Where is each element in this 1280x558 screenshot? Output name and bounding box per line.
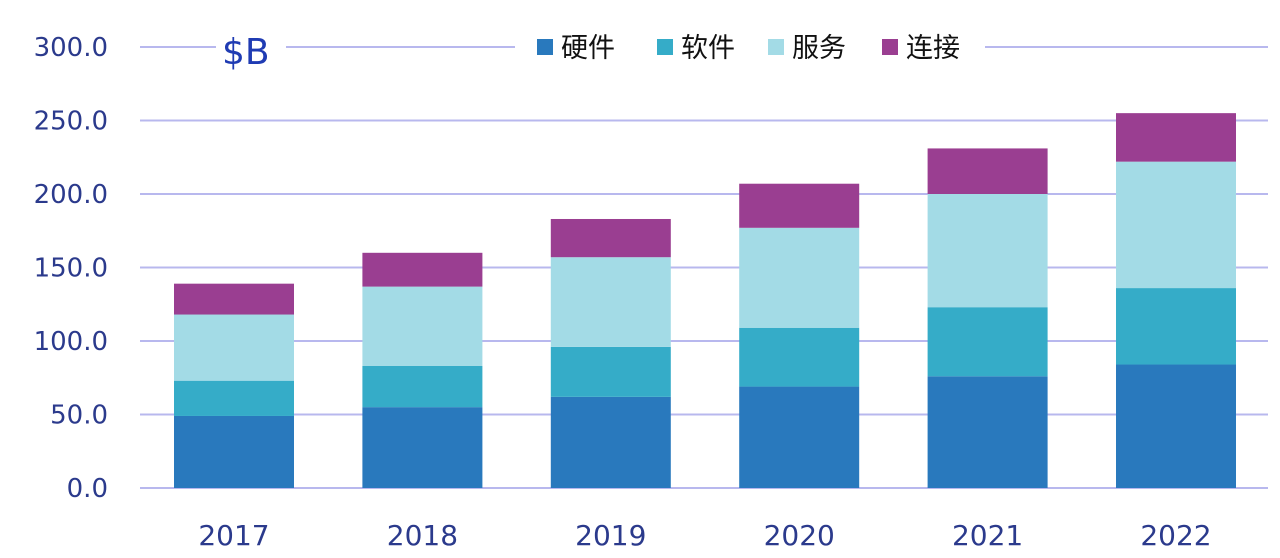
y-tick-label: 150.0 — [34, 254, 108, 284]
bar-segment — [739, 327, 860, 387]
y-tick-label: 300.0 — [34, 33, 108, 63]
bar-segment — [1116, 113, 1236, 162]
bar-segment — [739, 183, 860, 228]
bars — [174, 113, 1236, 488]
bar-segment — [739, 227, 860, 328]
x-tick-label: 2021 — [952, 519, 1023, 552]
y-tick-label: 50.0 — [50, 401, 108, 431]
bar-segment — [174, 380, 294, 416]
x-axis-tick-labels: 2017 2018 2019 2020 2021 2022 — [198, 519, 1211, 552]
legend: 硬件 软件 服务 连接 — [537, 33, 960, 64]
legend-label: 服务 — [792, 33, 846, 64]
legend-label: 连接 — [906, 33, 960, 64]
bar-segment — [550, 218, 671, 258]
bar-segment — [174, 415, 294, 488]
bar-segment — [362, 365, 483, 408]
legend-label: 软件 — [681, 33, 735, 64]
x-tick-label: 2022 — [1140, 519, 1211, 552]
x-tick-label: 2020 — [764, 519, 835, 552]
bar-segment — [927, 194, 1048, 308]
bar-segment — [174, 314, 294, 381]
x-tick-label: 2018 — [387, 519, 458, 552]
y-tick-label: 250.0 — [34, 107, 108, 137]
legend-swatch — [882, 39, 898, 55]
bar-segment — [550, 257, 671, 347]
bar-segment — [1116, 364, 1236, 488]
gridlines — [140, 46, 1268, 489]
bar-segment — [927, 307, 1048, 377]
legend-swatch — [768, 39, 784, 55]
x-tick-label: 2017 — [198, 519, 269, 552]
bar-segment — [739, 386, 860, 488]
bar-segment — [927, 148, 1048, 194]
bar-segment — [1116, 288, 1236, 365]
y-tick-label: 200.0 — [34, 180, 108, 210]
bar-segment — [362, 252, 483, 287]
bar-segment — [1116, 161, 1236, 289]
legend-swatch — [657, 39, 673, 55]
y-tick-label: 0.0 — [67, 474, 108, 504]
legend-swatch — [537, 39, 553, 55]
x-tick-label: 2019 — [575, 519, 646, 552]
y-axis-tick-labels: 0.0 50.0 100.0 150.0 200.0 250.0 300.0 — [34, 33, 108, 504]
legend-background — [515, 27, 985, 67]
bar-segment — [362, 286, 483, 366]
bar-segment — [550, 396, 671, 488]
unit-label-background — [216, 25, 286, 77]
y-tick-label: 100.0 — [34, 327, 108, 357]
bar-segment — [550, 346, 671, 397]
legend-label: 硬件 — [561, 33, 615, 64]
bar-segment — [362, 407, 483, 488]
unit-label: $B — [222, 32, 270, 73]
bar-segment — [174, 283, 294, 315]
bar-segment — [927, 376, 1048, 488]
